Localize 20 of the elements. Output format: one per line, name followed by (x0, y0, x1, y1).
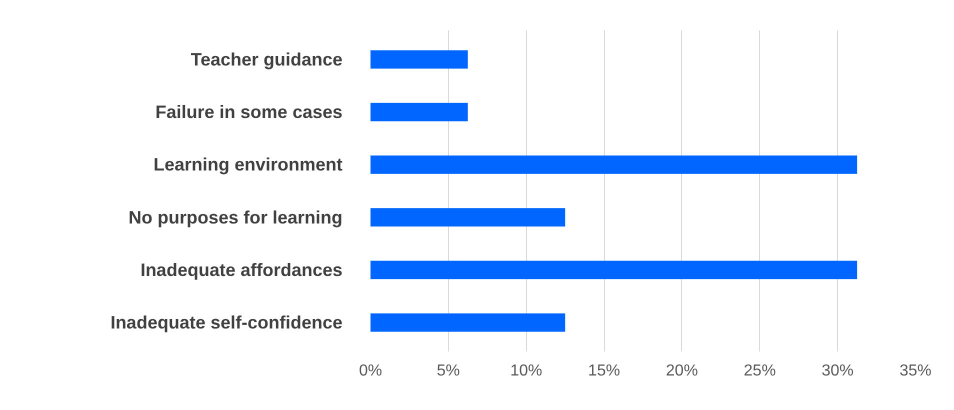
y-tick-label: Teacher guidance (190, 49, 342, 70)
y-tick-label: Inadequate affordances (140, 260, 343, 280)
x-tick-label: 10% (510, 362, 542, 380)
x-tick-label: 5% (436, 362, 460, 380)
x-tick-label: 0% (358, 362, 382, 380)
y-tick-label: Inadequate self-confidence (110, 312, 343, 333)
x-tick-label: 35% (899, 362, 932, 380)
bar (370, 313, 566, 332)
y-tick-label: No purposes for learning (128, 207, 343, 228)
bar (370, 155, 858, 174)
y-tick-label: Failure in some cases (155, 102, 342, 122)
x-tick-label: 25% (744, 362, 776, 380)
x-tick-label: 15% (588, 362, 620, 380)
x-tick-label: 30% (822, 362, 854, 380)
x-tick-label: 20% (666, 362, 698, 380)
bar (370, 208, 566, 227)
bar (370, 50, 468, 69)
bar (370, 102, 468, 122)
bar (370, 260, 858, 280)
y-tick-label: Learning environment (153, 154, 343, 175)
